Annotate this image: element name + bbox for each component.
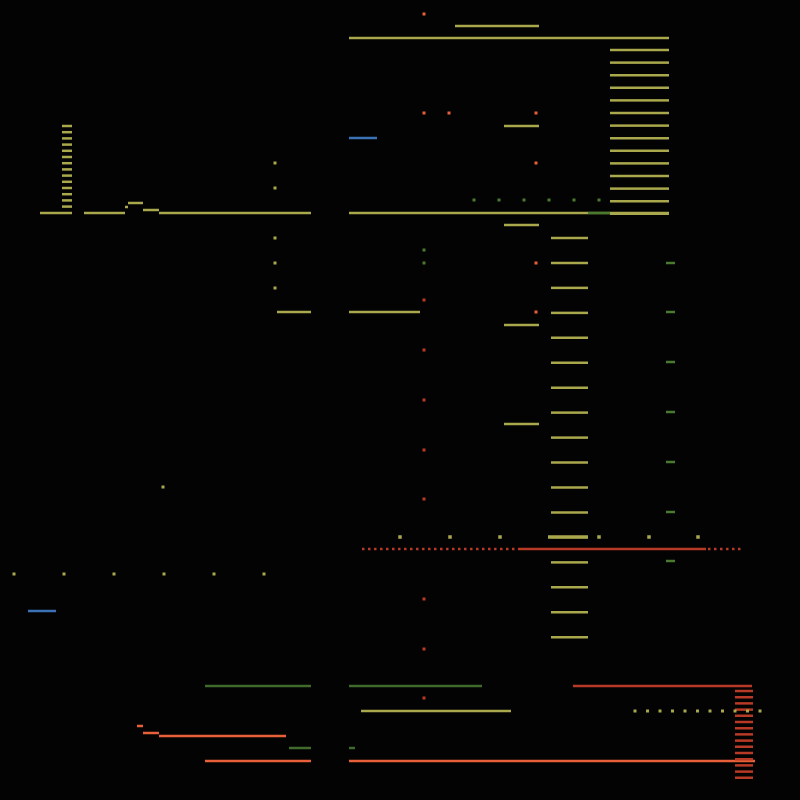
dot xyxy=(671,709,674,713)
dot xyxy=(646,709,649,713)
dot xyxy=(422,497,426,501)
dot xyxy=(422,597,426,601)
dot xyxy=(161,485,165,489)
dot xyxy=(534,111,538,115)
dot xyxy=(12,572,16,576)
dot xyxy=(534,161,538,165)
dot xyxy=(758,709,762,713)
dot xyxy=(498,535,502,539)
dot xyxy=(572,198,576,202)
dot xyxy=(733,709,737,713)
dot xyxy=(162,572,166,576)
dot xyxy=(273,161,277,165)
dot xyxy=(422,111,426,115)
dot xyxy=(273,236,277,240)
dot xyxy=(422,298,426,302)
dot xyxy=(262,572,266,576)
dot xyxy=(448,535,452,539)
dot xyxy=(547,198,551,202)
dot xyxy=(597,535,601,539)
dot xyxy=(62,572,66,576)
dot xyxy=(534,261,538,265)
dot xyxy=(647,535,651,539)
dot xyxy=(422,261,426,265)
dot xyxy=(497,198,501,202)
dot xyxy=(683,709,687,713)
dot xyxy=(422,12,426,16)
dot xyxy=(422,696,426,700)
dot xyxy=(112,572,116,576)
dot xyxy=(398,535,402,539)
dot xyxy=(633,709,637,713)
dot xyxy=(597,198,601,202)
dot xyxy=(746,709,749,713)
dot xyxy=(273,261,277,265)
dot xyxy=(273,186,277,190)
dot xyxy=(708,709,712,713)
dot xyxy=(534,310,538,314)
dot xyxy=(696,709,699,713)
dot xyxy=(422,647,426,651)
dot xyxy=(522,198,526,202)
dot xyxy=(658,709,662,713)
dot xyxy=(273,286,277,290)
dot xyxy=(422,448,426,452)
dot xyxy=(422,398,426,402)
dot xyxy=(721,709,724,713)
dot xyxy=(447,111,451,115)
dot xyxy=(212,572,216,576)
dot xyxy=(472,198,476,202)
dot xyxy=(422,248,426,252)
dot xyxy=(696,535,700,539)
dot xyxy=(422,348,426,352)
